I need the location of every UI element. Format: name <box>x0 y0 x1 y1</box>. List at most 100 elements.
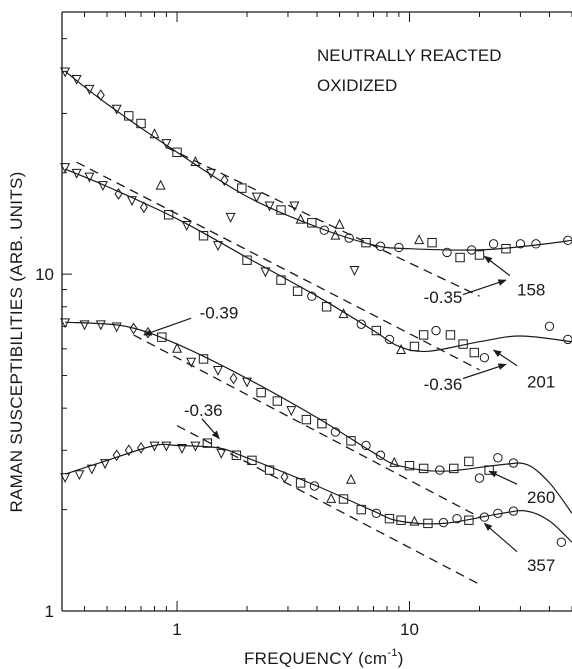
data-point-square <box>404 460 415 471</box>
data-point-down-triangle <box>95 320 106 331</box>
slope-line-357 <box>176 425 480 585</box>
data-point-square <box>301 414 312 425</box>
data-point-down-triangle <box>176 443 187 454</box>
data-point-diamond <box>129 322 138 335</box>
data-point-square <box>427 237 437 248</box>
data-point-circle <box>309 481 320 491</box>
data-point-down-triangle <box>225 212 236 223</box>
data-points <box>60 67 572 547</box>
data-point-diamond <box>280 471 289 483</box>
data-point-down-triangle <box>190 441 201 452</box>
data-point-square <box>455 252 465 263</box>
data-point-square <box>202 438 213 448</box>
data-point-down-triangle <box>97 181 108 192</box>
data-point-down-triangle <box>111 104 122 115</box>
data-point-circle <box>544 321 555 332</box>
data-point-triangle <box>334 218 345 229</box>
data-point-triangle <box>190 156 201 167</box>
data-point-triangle <box>155 179 166 190</box>
series-points-260 <box>60 318 519 483</box>
y-tick-label: 1 <box>45 602 54 621</box>
x-tick-label: 10 <box>400 620 419 639</box>
data-point-down-triangle <box>149 441 160 452</box>
slope-annotation: -0.36 <box>184 401 223 420</box>
data-point-down-triangle <box>86 464 97 475</box>
slope-annotation: -0.35 <box>424 288 463 307</box>
fit-curve-158 <box>64 70 572 251</box>
data-point-square <box>371 325 382 336</box>
data-point-square <box>409 341 420 352</box>
fit-curves <box>64 70 572 543</box>
data-point-circle <box>344 233 354 243</box>
slope-annotation-arrow <box>462 279 507 296</box>
data-point-triangle <box>295 213 306 224</box>
data-point-circle <box>384 334 395 345</box>
data-point-circle <box>488 239 499 249</box>
slope-line-260 <box>133 334 480 518</box>
data-point-down-triangle <box>264 201 275 212</box>
data-point-triangle <box>409 515 420 526</box>
data-point-circle <box>442 247 452 258</box>
data-point-square <box>295 478 306 488</box>
data-point-circle <box>452 513 462 524</box>
data-point-circle <box>556 537 567 547</box>
data-point-down-triangle <box>161 139 172 150</box>
data-point-circle <box>319 225 330 235</box>
data-point-circle <box>474 473 485 483</box>
data-point-down-triangle <box>74 470 85 481</box>
data-point-square <box>198 231 209 241</box>
data-point-square <box>464 456 474 467</box>
data-point-circle <box>508 458 519 468</box>
data-point-circle <box>508 506 519 516</box>
slope-annotation: -0.36 <box>424 375 463 394</box>
data-point-circle <box>515 239 526 249</box>
data-point-square <box>418 463 429 474</box>
data-point-down-triangle <box>60 318 71 329</box>
series-label-357: 357 <box>527 556 555 575</box>
data-point-square <box>276 275 286 285</box>
data-point-triangle <box>338 308 349 319</box>
data-point-square <box>157 332 167 342</box>
series-arrow-158 <box>483 255 511 277</box>
data-point-circle <box>493 508 503 518</box>
data-point-down-triangle <box>84 84 95 95</box>
data-point-down-triangle <box>181 221 192 232</box>
data-point-down-triangle <box>79 320 90 331</box>
data-point-square <box>418 330 429 340</box>
axes: 1 10 1 10 <box>35 11 572 639</box>
slope-line-201 <box>76 161 480 371</box>
legend-line-2: OXIDIZED <box>317 76 397 95</box>
data-point-diamond <box>124 444 133 457</box>
series-label-158: 158 <box>517 281 545 300</box>
data-point-triangle <box>414 234 425 245</box>
data-point-square <box>163 210 174 220</box>
data-point-diamond <box>112 449 121 462</box>
data-point-down-triangle <box>212 365 223 376</box>
data-point-circle <box>438 517 449 528</box>
data-point-circle <box>307 291 317 301</box>
legend-line-1: NEUTRALLY REACTED <box>317 46 502 65</box>
data-point-square <box>449 463 459 474</box>
data-point-square <box>356 504 366 515</box>
data-point-diamond <box>96 89 105 101</box>
data-point-down-triangle <box>251 192 262 203</box>
data-point-down-triangle <box>84 172 95 183</box>
data-point-down-triangle <box>216 448 227 459</box>
data-point-down-triangle <box>289 201 300 212</box>
data-point-square <box>469 347 480 358</box>
data-point-down-triangle <box>60 473 71 484</box>
series-arrow-260 <box>488 470 518 485</box>
data-point-square <box>384 513 395 524</box>
data-point-down-triangle <box>260 267 271 278</box>
y-axis-title: RAMAN SUSCEPTIBILITIES (ARB. UNITS) <box>7 171 26 512</box>
data-point-down-triangle <box>205 168 217 179</box>
series-arrow-357 <box>483 522 518 553</box>
data-point-square <box>276 205 286 215</box>
fit-curve-357 <box>64 443 572 543</box>
slope-lines <box>76 146 480 585</box>
data-point-triangle <box>396 343 407 354</box>
data-point-square <box>256 387 266 398</box>
slope-annotation-arrow <box>201 418 220 440</box>
data-point-square <box>237 183 247 193</box>
data-point-triangle <box>149 128 160 139</box>
